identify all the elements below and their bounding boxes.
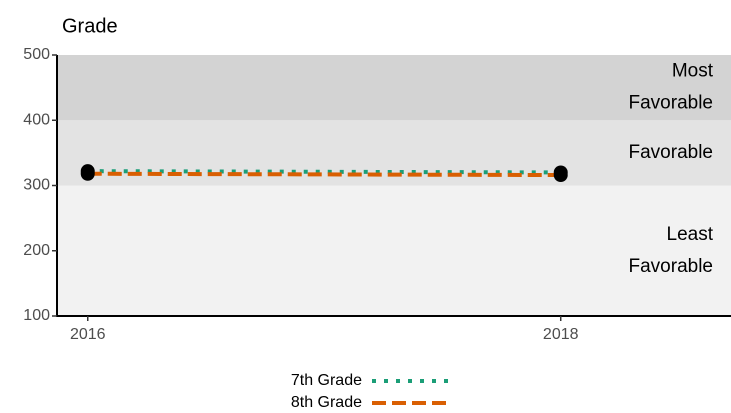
legend-label: 8th Grade: [291, 394, 362, 411]
band-label: Least: [667, 224, 714, 245]
y-tick-label: 300: [23, 177, 50, 194]
x-tick-label: 2016: [70, 326, 106, 343]
y-tick-label: 400: [23, 111, 50, 128]
legend-label: 7th Grade: [291, 372, 362, 389]
band-label: Favorable: [629, 256, 714, 277]
y-tick-label: 200: [23, 242, 50, 259]
band-label: Favorable: [629, 93, 714, 114]
y-tick-label: 500: [23, 46, 50, 63]
band: [57, 55, 731, 121]
band-label: Most: [672, 61, 714, 82]
data-point: [80, 166, 95, 181]
x-tick-label: 2018: [543, 326, 579, 343]
data-point: [553, 168, 568, 183]
y-axis-title: Grade: [62, 15, 118, 37]
band-label: Favorable: [629, 142, 714, 163]
y-tick-label: 100: [23, 307, 50, 324]
band: [57, 185, 731, 316]
